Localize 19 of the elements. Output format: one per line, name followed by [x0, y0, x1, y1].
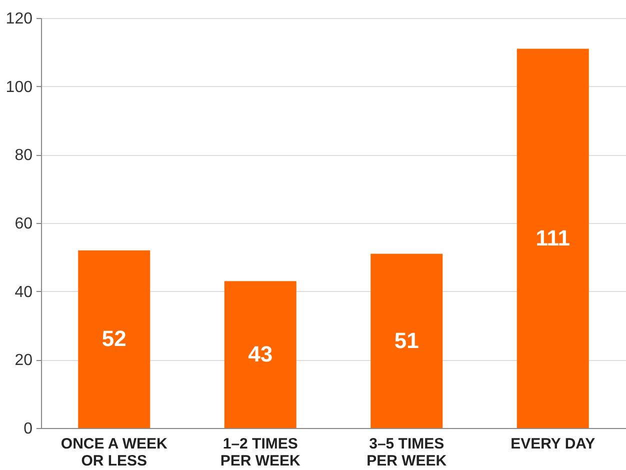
data-label: 43: [248, 342, 273, 367]
y-tick-label: 80: [14, 147, 33, 164]
x-tick-label: EVERY DAY: [510, 436, 596, 452]
data-label: 51: [394, 328, 419, 353]
bar: [78, 250, 150, 428]
x-tick-label: 1–2 TIMES PER WEEK: [220, 436, 301, 470]
bar: [516, 48, 589, 428]
y-tick-label: 60: [14, 216, 33, 232]
y-tick-label: 0: [24, 420, 33, 438]
y-tick-label: 100: [6, 78, 33, 96]
data-label: 52: [102, 326, 126, 352]
x-tick-label: ONCE A WEEK OR LESS: [60, 436, 168, 470]
y-tick-label: 120: [6, 10, 33, 28]
y-tick-label: 40: [14, 284, 33, 301]
bar: [370, 254, 443, 428]
y-tick-label: 20: [14, 352, 33, 370]
x-tick-label: 3–5 TIMES PER WEEK: [366, 436, 447, 470]
bar: [224, 281, 296, 428]
data-label: 111: [536, 225, 570, 250]
